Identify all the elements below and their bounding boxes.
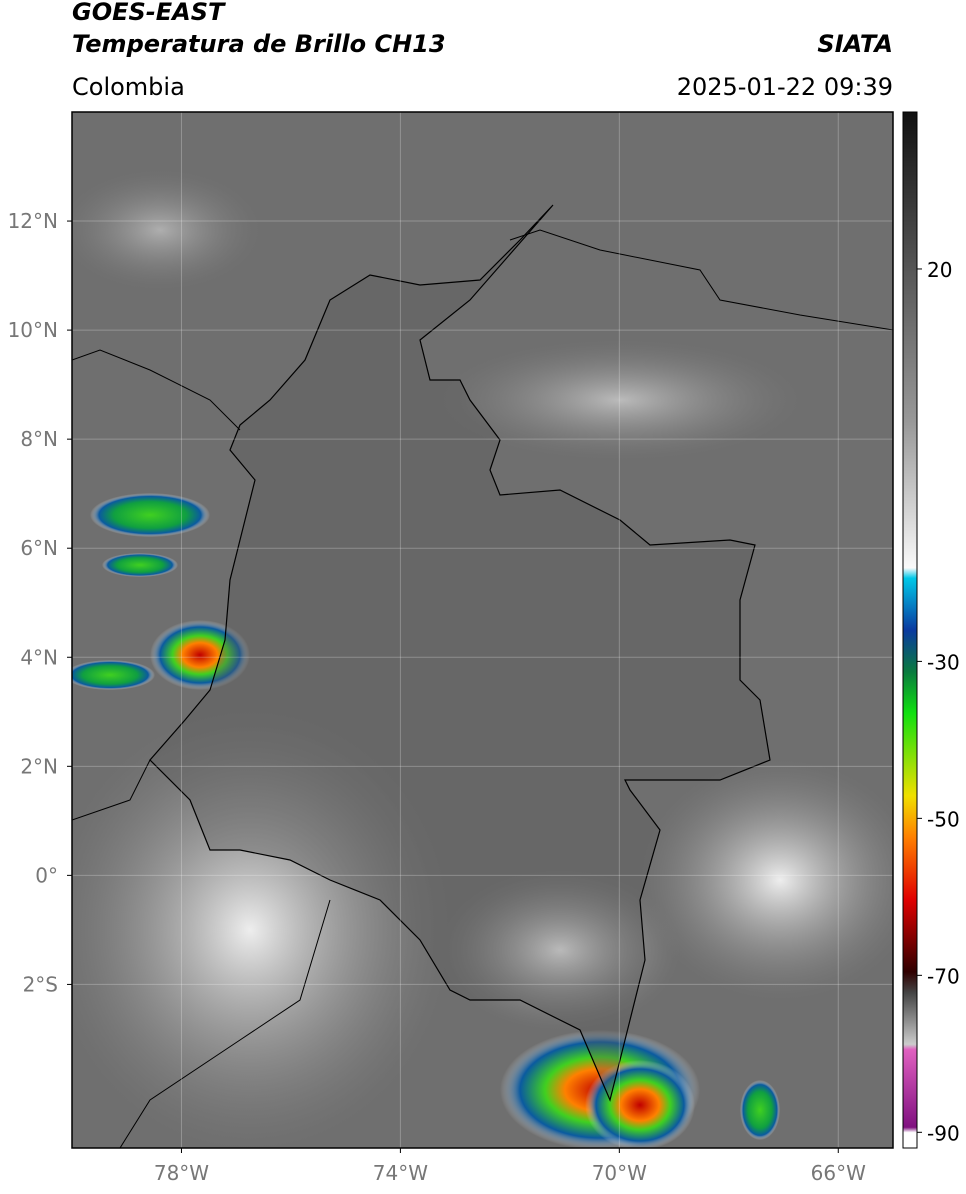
y-tick-label: 4°N: [20, 645, 58, 669]
y-tick-label: 6°N: [20, 536, 58, 560]
y-tick-label: 0°: [35, 863, 58, 887]
colorbar-tick-label: -50: [927, 807, 960, 831]
x-tick-label: 78°W: [154, 1161, 209, 1185]
colorbar-tick-label: -30: [927, 650, 960, 674]
title: GOES-EAST: [72, 0, 226, 26]
y-tick-label: 12°N: [8, 209, 58, 233]
subtitle: Temperatura de Brillo CH13: [72, 30, 446, 58]
colorbar-tick-label: -70: [927, 964, 960, 988]
region: Colombia: [72, 73, 185, 101]
y-tick-label: 8°N: [20, 427, 58, 451]
satellite-image: [72, 112, 893, 1148]
x-tick-label: 70°W: [592, 1161, 647, 1185]
y-tick-label: 2°S: [23, 972, 58, 996]
source: SIATA: [817, 30, 893, 58]
datetime: 2025-01-22 09:39: [677, 73, 893, 101]
y-tick-label: 2°N: [20, 754, 58, 778]
colorbar-tick-label: 20: [927, 258, 952, 282]
x-tick-label: 74°W: [373, 1161, 428, 1185]
map-frame: [71, 111, 894, 1149]
graticule: [72, 112, 893, 1148]
colorbar: [902, 111, 918, 1149]
colorbar-tick-label: -90: [927, 1121, 960, 1145]
y-tick-label: 10°N: [8, 318, 58, 342]
x-tick-label: 66°W: [811, 1161, 866, 1185]
